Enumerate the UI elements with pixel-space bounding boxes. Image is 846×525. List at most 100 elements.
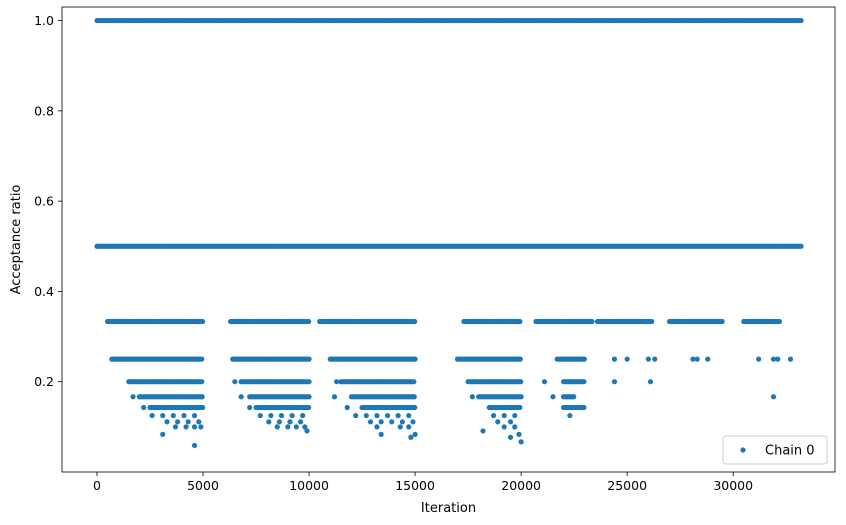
data-point xyxy=(289,412,295,419)
y-tick-label: 0.4 xyxy=(34,284,54,299)
data-point xyxy=(302,424,308,430)
data-point xyxy=(199,356,205,362)
data-point xyxy=(191,442,198,449)
data-point xyxy=(490,412,497,419)
data-point xyxy=(276,419,282,425)
data-point xyxy=(378,431,384,437)
data-point xyxy=(705,356,711,362)
data-point xyxy=(164,419,170,425)
data-point xyxy=(334,379,340,385)
data-point xyxy=(306,404,312,411)
x-tick-label: 30000 xyxy=(713,478,753,493)
data-point xyxy=(268,412,274,419)
data-point xyxy=(399,419,405,425)
data-point xyxy=(183,424,189,430)
data-point xyxy=(581,356,587,362)
data-point xyxy=(690,356,696,362)
data-point xyxy=(306,379,312,385)
data-point xyxy=(170,412,176,419)
data-point xyxy=(517,404,523,411)
data-point xyxy=(798,17,804,24)
data-point xyxy=(160,412,166,419)
x-tick-label: 25000 xyxy=(607,478,647,493)
data-point xyxy=(412,318,418,325)
data-point xyxy=(516,431,522,437)
data-point xyxy=(798,243,804,249)
data-point xyxy=(589,318,595,325)
data-point xyxy=(198,424,204,430)
x-axis-title: Iteration xyxy=(421,501,476,516)
data-point xyxy=(408,434,414,440)
data-point xyxy=(191,424,198,430)
data-point xyxy=(624,356,630,362)
data-point xyxy=(406,424,412,430)
data-point xyxy=(306,394,312,400)
data-point xyxy=(645,356,651,362)
legend: Chain 0 xyxy=(722,435,828,465)
x-tick-label: 5000 xyxy=(187,478,219,493)
data-point xyxy=(196,419,202,425)
y-tick-label: 0.6 xyxy=(34,194,54,209)
data-point xyxy=(200,404,206,411)
data-point xyxy=(480,428,486,434)
data-point xyxy=(406,412,412,419)
data-point xyxy=(411,379,417,385)
data-point xyxy=(694,356,700,362)
data-point xyxy=(507,419,514,425)
data-point xyxy=(160,431,166,437)
data-point xyxy=(266,419,272,425)
data-point xyxy=(247,404,253,411)
data-point xyxy=(300,412,306,419)
data-point xyxy=(611,356,618,362)
data-point xyxy=(363,412,369,419)
data-point xyxy=(770,394,777,400)
data-point xyxy=(331,394,338,400)
data-point xyxy=(469,394,475,400)
data-point xyxy=(141,404,147,411)
y-axis-title: Acceptance ratio xyxy=(9,185,24,295)
data-point xyxy=(410,419,416,425)
data-point xyxy=(581,404,587,411)
legend-marker xyxy=(740,447,746,453)
data-point xyxy=(172,424,179,430)
data-point xyxy=(384,412,391,419)
data-point xyxy=(344,404,350,411)
data-point xyxy=(199,394,205,400)
data-point xyxy=(412,431,418,437)
data-point xyxy=(411,394,417,400)
data-point xyxy=(770,356,777,362)
data-point xyxy=(517,318,523,325)
x-tick-label: 10000 xyxy=(289,478,329,493)
data-point xyxy=(501,412,507,419)
data-point xyxy=(378,419,384,425)
legend-label: Chain 0 xyxy=(765,444,815,459)
data-point xyxy=(571,394,577,400)
data-point xyxy=(297,419,304,425)
data-point xyxy=(611,379,618,385)
data-point xyxy=(501,424,507,430)
scatter-points xyxy=(94,17,804,449)
data-point xyxy=(652,356,658,362)
data-point xyxy=(647,379,654,385)
data-point xyxy=(130,394,136,400)
data-point xyxy=(550,394,556,400)
data-point xyxy=(518,379,524,385)
data-point xyxy=(374,412,380,419)
data-point xyxy=(199,379,205,385)
data-point xyxy=(353,412,359,419)
data-point xyxy=(278,412,285,419)
data-point xyxy=(395,412,401,419)
data-point xyxy=(787,356,794,362)
data-point xyxy=(306,318,312,325)
data-point xyxy=(397,424,403,430)
x-tick-label: 20000 xyxy=(501,478,541,493)
legend-box xyxy=(722,435,828,465)
data-point xyxy=(287,419,293,425)
data-point xyxy=(775,356,781,362)
data-point xyxy=(518,394,524,400)
data-point xyxy=(507,434,514,440)
data-point xyxy=(285,424,291,430)
data-point xyxy=(232,379,238,385)
data-point xyxy=(495,419,501,425)
